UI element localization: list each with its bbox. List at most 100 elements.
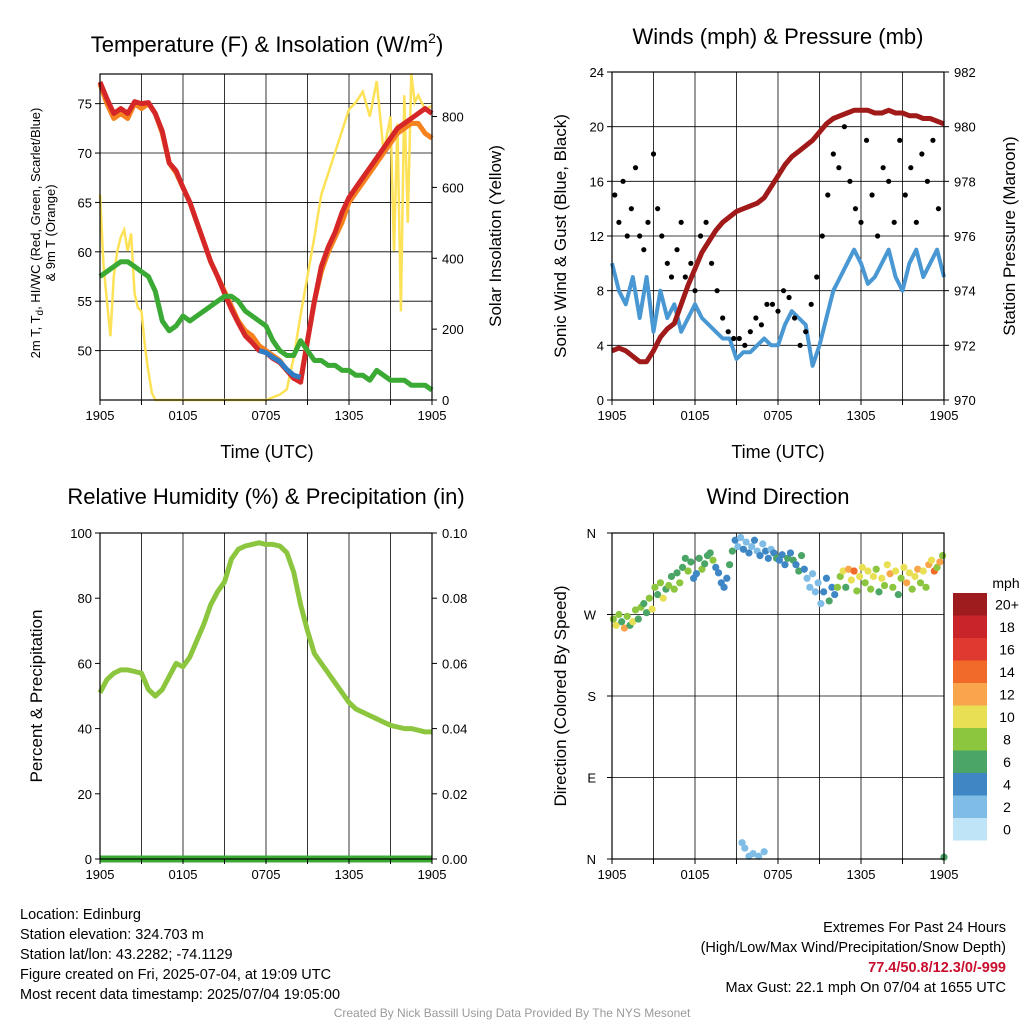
direction-point — [738, 839, 746, 847]
direction-point — [654, 590, 662, 599]
gust-point — [720, 315, 726, 321]
direction-point — [817, 600, 825, 608]
colorbar-label: 20+ — [995, 596, 1019, 612]
direction-point — [667, 572, 676, 581]
direction-point — [844, 565, 853, 573]
location-text: Location: Edinburg — [20, 907, 141, 923]
direction-point — [701, 560, 709, 568]
colorbar-label: 8 — [1003, 731, 1011, 747]
gust-point — [697, 233, 704, 239]
direction-point — [712, 563, 720, 572]
gust-point — [869, 192, 875, 198]
direction-point — [687, 558, 695, 566]
created-text: Figure created on Fri, 2025-07-04, at 19… — [20, 967, 332, 983]
direction-point — [900, 563, 908, 572]
insolation-line — [98, 73, 433, 402]
insolation-y2tick: 800 — [442, 110, 464, 125]
direction-title: Wind Direction — [706, 484, 849, 509]
extremes-subtitle: (High/Low/Max Wind/Precipitation/Snow De… — [700, 940, 1006, 956]
direction-point — [759, 540, 767, 548]
direction-point — [872, 565, 880, 573]
direction-point — [880, 581, 889, 590]
direction-point — [806, 583, 814, 591]
gust-point — [637, 233, 643, 239]
direction-point — [891, 567, 900, 575]
gust-point — [632, 165, 639, 171]
direction-point — [800, 565, 808, 573]
direction-point — [609, 615, 617, 623]
winds-xtick: 0705 — [764, 408, 793, 423]
precip-y2tick: 0.08 — [442, 591, 467, 606]
insolation-y2tick: 0 — [442, 393, 449, 408]
rh-ytick: 40 — [78, 722, 92, 737]
direction-point — [714, 569, 723, 577]
temperature-xtick: 1905 — [418, 408, 447, 423]
max-gust-text: Max Gust: 22.1 mph On 07/04 at 1655 UTC — [725, 980, 1006, 996]
pressure-y2tick: 980 — [954, 120, 976, 135]
gust-point — [692, 288, 698, 294]
temperature-xlabel: Time (UTC) — [220, 442, 313, 462]
colorbar-swatch — [953, 593, 987, 616]
gust-point — [655, 206, 661, 212]
direction-point — [911, 572, 919, 581]
precip-y2tick: 0.10 — [442, 526, 467, 541]
direction-panel: Wind Direction Direction (Colored By Spe… — [551, 484, 1020, 882]
direction-ytick: N — [587, 852, 596, 867]
colorbar-swatch — [953, 728, 987, 751]
rh-ytick: 80 — [78, 591, 92, 606]
insolation-y2tick: 600 — [442, 180, 464, 195]
direction-point — [645, 594, 653, 602]
gust-point — [913, 219, 919, 225]
temperature-xtick: 0105 — [169, 408, 198, 423]
rh-xtick: 1905 — [418, 867, 447, 882]
direction-point — [659, 594, 667, 602]
direction-point — [692, 570, 700, 578]
direction-point — [612, 621, 620, 629]
direction-point — [922, 583, 930, 591]
direction-xtick: 1305 — [847, 867, 876, 882]
pressure-y2tick: 974 — [954, 284, 976, 299]
direction-point — [684, 567, 692, 575]
gust-point — [797, 342, 803, 348]
direction-ylabel: Direction (Colored By Speed) — [551, 585, 570, 806]
direction-point — [648, 605, 656, 613]
gust-point — [736, 335, 742, 342]
direction-point — [864, 567, 872, 575]
extremes-title: Extremes For Past 24 Hours — [823, 920, 1006, 936]
winds-ytick: 8 — [597, 284, 604, 299]
direction-point — [828, 583, 836, 591]
direction-point — [750, 536, 759, 544]
rh-ytick: 100 — [70, 526, 92, 541]
gust-point — [753, 315, 759, 321]
direction-point — [620, 624, 629, 632]
insolation-ylabel: Solar Insolation (Yellow) — [486, 145, 505, 327]
gust-point — [688, 260, 694, 266]
gust-point — [886, 178, 892, 184]
direction-point — [745, 549, 753, 557]
gust-point — [703, 219, 709, 225]
gust-point — [678, 219, 684, 225]
pressure-line — [611, 107, 945, 365]
winds-ylabel-left: Sonic Wind & Gust (Blue, Black) — [551, 114, 570, 358]
rh-xtick: 1905 — [86, 867, 115, 882]
gust-point — [659, 233, 665, 239]
colorbar-label: 12 — [999, 686, 1015, 702]
gust-point — [616, 219, 622, 225]
gust-point — [641, 247, 647, 253]
direction-point — [748, 542, 756, 551]
direction-point — [833, 583, 842, 591]
direction-point — [615, 610, 623, 619]
direction-point — [770, 549, 778, 557]
colorbar-label: 16 — [999, 641, 1015, 657]
temperature-ytick: 65 — [78, 195, 92, 210]
direction-point — [695, 554, 703, 562]
gust-point — [858, 219, 864, 225]
direction-point — [875, 588, 883, 596]
direction-point — [634, 615, 642, 623]
direction-point — [878, 574, 886, 582]
direction-point — [706, 549, 714, 557]
direction-point — [698, 565, 706, 573]
pressure-ylabel-right: Station Pressure (Maroon) — [1000, 136, 1019, 335]
direction-point — [784, 554, 792, 562]
direction-point — [742, 538, 750, 546]
